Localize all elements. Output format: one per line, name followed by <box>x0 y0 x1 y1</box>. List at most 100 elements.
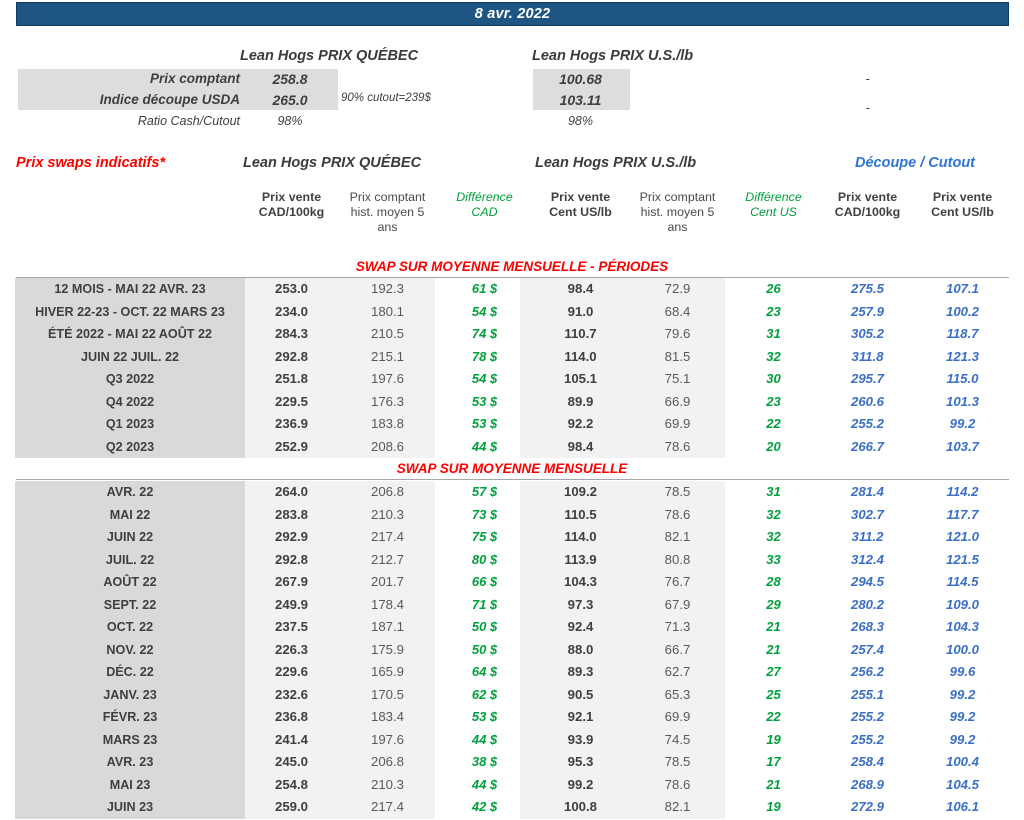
swaps-title: Prix swaps indicatifs* <box>16 155 166 171</box>
cell-cutout-cad: 294.5 <box>850 574 884 589</box>
summary-cutout-note: 90% cutout=239$ <box>341 92 431 104</box>
cell-qc-sale: 236.8 <box>274 709 308 724</box>
cell-cutout-cad: 312.4 <box>850 551 884 567</box>
cell-us-sale: 92.2 <box>567 416 594 431</box>
col-line1: Prix comptant <box>349 190 426 204</box>
cell-diff-us: 30 <box>766 371 781 386</box>
cell-qc-hist: 201.7 <box>370 574 404 589</box>
cell-us-sale: 109.2 <box>563 484 597 499</box>
table-row[interactable]: ÉTÉ 2022 - MAI 22 AOÛT 22 284.3 210.5 74 $ 1… <box>0 323 1024 346</box>
cell-qc-hist: 210.5 <box>370 326 404 341</box>
table-row[interactable]: 12 MOIS - MAI 22 AVR. 23 253.0 192.3 61 $ 98… <box>0 278 1024 301</box>
cell-us-sale: 91.0 <box>567 303 594 319</box>
cell-qc-sale: 245.0 <box>274 754 308 769</box>
table-row[interactable]: MAI 22 283.8 210.3 73 $ 110.5 78.6 32 302.7 117.… <box>0 504 1024 527</box>
cell-us-sale: 105.1 <box>563 371 597 386</box>
cell-qc-sale: 226.3 <box>274 641 308 657</box>
table-row[interactable]: NOV. 22 226.3 175.9 50 $ 88.0 66.7 21 257.4 100.… <box>0 639 1024 662</box>
row-label: AVR. 22 <box>106 485 154 499</box>
table-row[interactable]: FÉVR. 23 236.8 183.4 53 $ 92.1 69.9 22 255.2 99.… <box>0 706 1024 729</box>
table-row[interactable]: AOÛT 22 267.9 201.7 66 $ 104.3 76.7 28 294.5 114… <box>0 571 1024 594</box>
cell-diff-cad: 44 $ <box>471 776 498 792</box>
table-row[interactable]: Q1 2023 236.9 183.8 53 $ 92.2 69.9 22 255.2 99.2 <box>0 413 1024 436</box>
cell-us-hist: 74.5 <box>664 731 691 747</box>
col-line2: Cent US/lb <box>549 205 612 219</box>
cell-cutout-cad: 281.4 <box>850 484 884 499</box>
cell-cutout-cad: 280.2 <box>850 596 884 612</box>
row-label: ÉTÉ 2022 - MAI 22 AOÛT 22 <box>47 327 212 341</box>
row-label: JUIN 23 <box>106 800 154 814</box>
cell-cutout-us: 103.7 <box>945 438 979 454</box>
table-row[interactable]: AVR. 22 264.0 206.8 57 $ 109.2 78.5 31 281.4 114… <box>0 481 1024 504</box>
table-row[interactable]: Q3 2022 251.8 197.6 54 $ 105.1 75.1 30 295.7 115… <box>0 368 1024 391</box>
cell-diff-us: 31 <box>766 326 781 341</box>
cell-diff-cad: 80 $ <box>471 551 498 567</box>
cell-diff-us: 26 <box>766 281 781 296</box>
column-header-us-sale: Prix vente Cent US/lb <box>533 190 628 220</box>
cell-diff-cad: 53 $ <box>471 393 498 409</box>
cell-qc-hist: 197.6 <box>370 731 404 747</box>
col-line1: Prix comptant <box>639 190 716 204</box>
col-line1: Prix vente <box>261 190 322 204</box>
monthly-us-band <box>520 481 725 819</box>
swaps-header-cutout: Découpe / Cutout <box>854 155 976 171</box>
cell-cutout-us: 109.0 <box>945 596 979 612</box>
table-row[interactable]: Q4 2022 229.5 176.3 53 $ 89.9 66.9 23 260.6 101.… <box>0 391 1024 414</box>
cell-cutout-cad: 268.3 <box>850 619 884 634</box>
cell-qc-sale: 259.0 <box>274 799 308 814</box>
cell-diff-cad: 53 $ <box>471 416 498 431</box>
table-row[interactable]: AVR. 23 245.0 206.8 38 $ 95.3 78.5 17 258.4 100.… <box>0 751 1024 774</box>
cell-diff-cad: 78 $ <box>471 348 498 364</box>
column-header-cutout-cad: Prix vente CAD/100kg <box>820 190 915 220</box>
cell-cutout-cad: 255.1 <box>850 686 884 702</box>
cell-us-sale: 88.0 <box>567 641 594 657</box>
cell-diff-cad: 50 $ <box>471 619 498 634</box>
summary-row: Ratio Cash/Cutout 98% 98% <box>0 114 1024 135</box>
cell-diff-us: 27 <box>766 664 781 679</box>
cell-cutout-cad: 260.6 <box>850 393 884 409</box>
monthly-label-band <box>15 481 245 819</box>
periods-us-band <box>520 278 725 458</box>
cell-cutout-us: 100.4 <box>945 754 979 769</box>
cell-cutout-cad: 256.2 <box>850 664 884 679</box>
cell-us-hist: 69.9 <box>664 416 691 431</box>
row-label: MAI 22 <box>109 507 151 522</box>
cell-diff-cad: 61 $ <box>471 281 498 296</box>
table-row[interactable]: JANV. 23 232.6 170.5 62 $ 90.5 65.3 25 255.1 99.… <box>0 684 1024 707</box>
cell-diff-cad: 62 $ <box>471 686 498 702</box>
cell-qc-hist: 192.3 <box>370 281 404 296</box>
table-row[interactable]: DÉC. 22 229.6 165.9 64 $ 89.3 62.7 27 256.2 99.6 <box>0 661 1024 684</box>
table-row[interactable]: MAI 23 254.8 210.3 44 $ 99.2 78.6 21 268.9 104.5 <box>0 774 1024 797</box>
cell-qc-sale: 264.0 <box>274 484 308 499</box>
cell-diff-us: 32 <box>766 529 781 544</box>
column-header-diff-us: Différence Cent US <box>727 190 820 220</box>
row-label: HIVER 22-23 - OCT. 22 MARS 23 <box>35 304 225 319</box>
cell-qc-hist: 217.4 <box>370 799 404 814</box>
table-row[interactable]: JUIN 22 292.9 217.4 75 $ 114.0 82.1 32 311.2 121… <box>0 526 1024 549</box>
column-headers: Prix vente CAD/100kg Prix comptant hist.… <box>0 190 1024 248</box>
cell-us-sale: 113.9 <box>564 551 597 567</box>
table-row[interactable]: HIVER 22-23 - OCT. 22 MARS 23 234.0 180.1 5… <box>0 301 1024 324</box>
cell-cutout-us: 104.3 <box>945 619 979 634</box>
row-label: OCT. 22 <box>106 620 154 634</box>
cell-diff-cad: 75 $ <box>471 529 498 544</box>
table-row[interactable]: JUIN 23 259.0 217.4 42 $ 100.8 82.1 19 272.9 106… <box>0 796 1024 819</box>
table-row[interactable]: JUIL. 22 292.8 212.7 80 $ 113.9 80.8 33 312.4 12… <box>0 549 1024 572</box>
column-header-cutout-us: Prix vente Cent US/lb <box>915 190 1010 220</box>
column-header-qc-hist: Prix comptant hist. moyen 5 ans <box>340 190 435 235</box>
cell-us-hist: 66.7 <box>664 641 691 657</box>
cell-diff-us: 21 <box>766 641 781 657</box>
table-row[interactable]: OCT. 22 237.5 187.1 50 $ 92.4 71.3 21 268.3 104.… <box>0 616 1024 639</box>
cell-us-hist: 82.1 <box>664 529 691 544</box>
table-row[interactable]: SEPT. 22 249.9 178.4 71 $ 97.3 67.9 29 280.2 109… <box>0 594 1024 617</box>
summary-row-qc: 258.8 <box>272 71 308 87</box>
col-line2: hist. moyen 5 <box>350 205 425 219</box>
column-header-qc-sale: Prix vente CAD/100kg <box>245 190 338 220</box>
cell-us-hist: 79.6 <box>664 326 691 341</box>
table-row[interactable]: MARS 23 241.4 197.6 44 $ 93.9 74.5 19 255.2 99.2 <box>0 729 1024 752</box>
cell-diff-us: 25 <box>766 686 781 702</box>
table-row[interactable]: JUIN 22 JUIL. 22 292.8 215.1 78 $ 114.0 81.5 3… <box>0 346 1024 369</box>
table-row[interactable]: Q2 2023 252.9 208.6 44 $ 98.4 78.6 20 266.7 103.… <box>0 436 1024 459</box>
cell-us-sale: 98.4 <box>567 281 594 296</box>
